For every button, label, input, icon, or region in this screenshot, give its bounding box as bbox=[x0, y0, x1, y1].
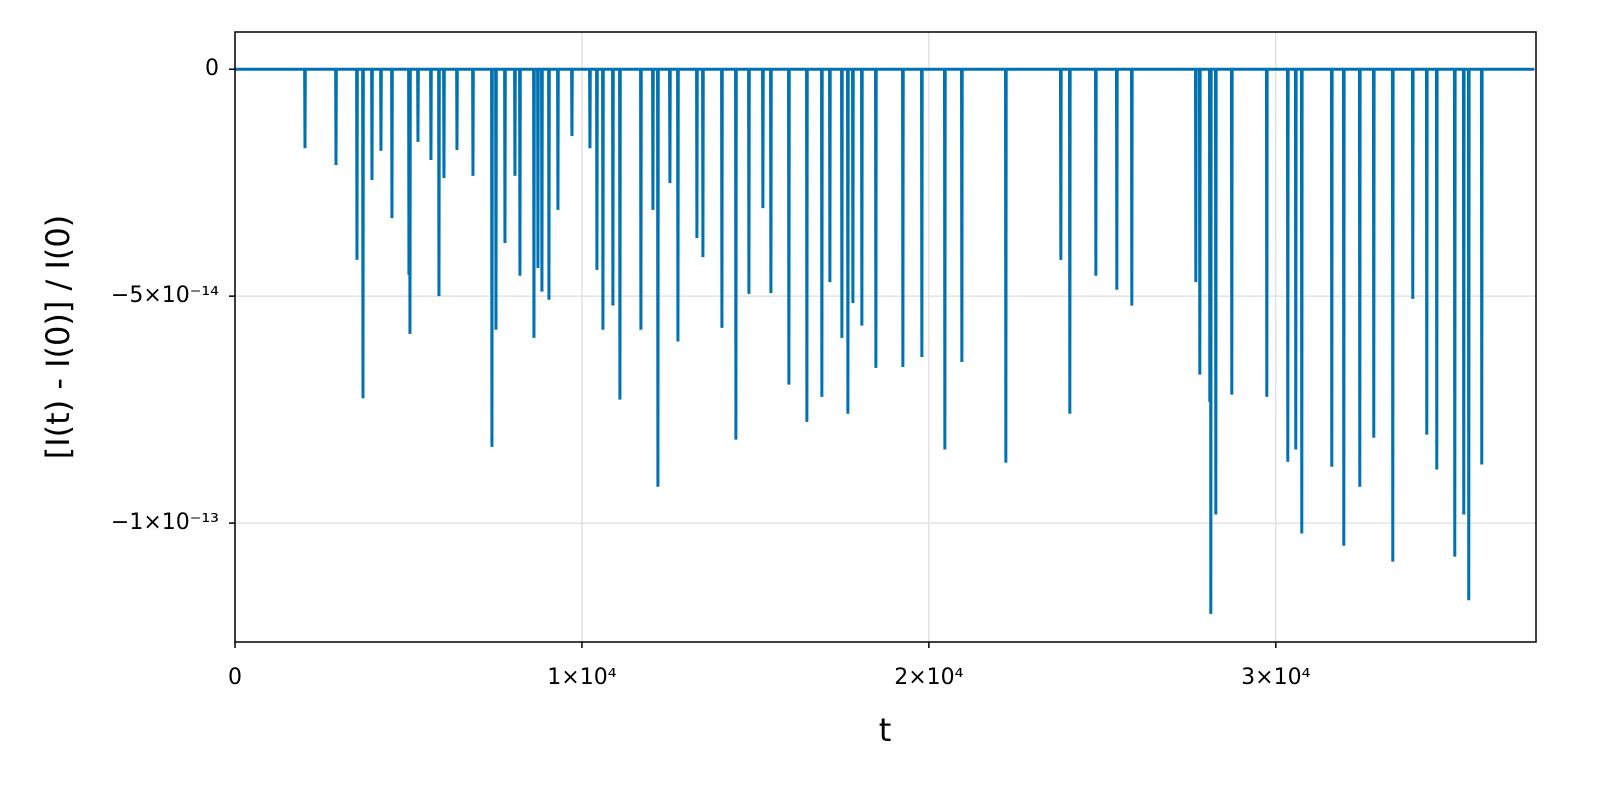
x-tick-label: 3×10⁴ bbox=[1241, 665, 1310, 690]
x-tick-label: 0 bbox=[228, 665, 242, 690]
plot-frame bbox=[234, 31, 1537, 643]
y-tick-label: 0 bbox=[205, 56, 219, 81]
x-tick-label: 1×10⁴ bbox=[547, 665, 616, 690]
y-tick-label: −1×10⁻¹³ bbox=[111, 510, 219, 535]
x-axis-label: t bbox=[879, 711, 892, 749]
x-tick-label: 2×10⁴ bbox=[894, 665, 963, 690]
data-line bbox=[235, 67, 1535, 614]
y-axis-label: [I(t) - I(0)] / I(0) bbox=[39, 215, 77, 459]
y-tick-label: −5×10⁻¹⁴ bbox=[111, 283, 219, 308]
